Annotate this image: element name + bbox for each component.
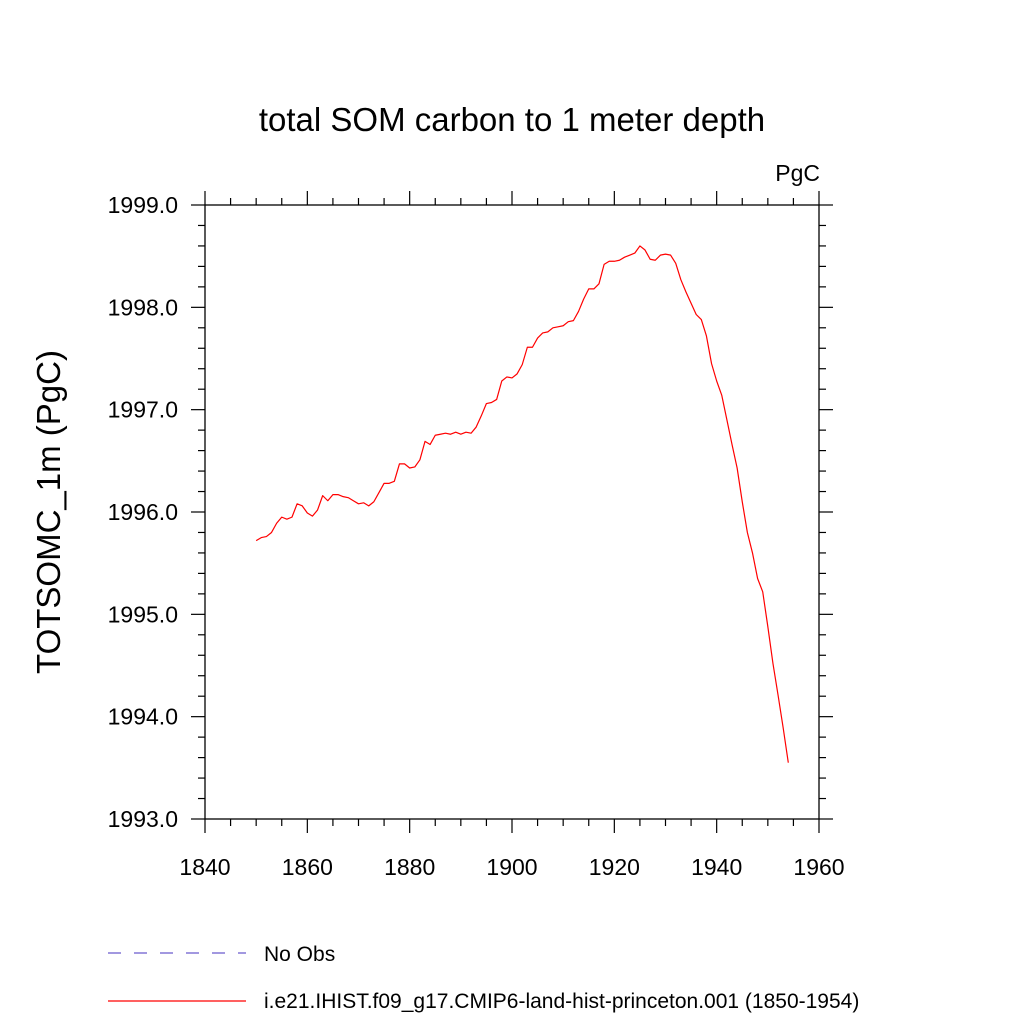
tick-labels: 1840 1860 1880 1900 1920 1940 1960 1993.0 1994.0… [108,192,845,880]
series-lines [255,245,789,763]
x-tick-label: 1860 [282,854,333,880]
units-label: PgC [775,160,820,186]
y-tick-label: 1996.0 [108,499,178,525]
y-tick-label: 1994.0 [108,704,178,730]
x-tick-label: 1900 [486,854,537,880]
legend: No Obs i.e21.IHIST.f09_g17.CMIP6-land-hi… [108,943,859,1013]
y-axis-label: TOTSOMC_1m (PgC) [30,350,67,674]
plot-frame [204,204,820,820]
series-line-1 [255,245,789,763]
x-tick-label: 1920 [589,854,640,880]
legend-label-no-obs: No Obs [264,943,335,966]
legend-label-princeton: i.e21.IHIST.f09_g17.CMIP6-land-hist-prin… [264,990,859,1013]
y-tick-label: 1998.0 [108,294,178,320]
y-tick-label: 1997.0 [108,397,178,423]
x-tick-label: 1960 [793,854,844,880]
axis-ticks [191,191,833,833]
chart-title: total SOM carbon to 1 meter depth [259,101,765,138]
y-tick-label: 1993.0 [108,806,178,832]
x-tick-label: 1840 [179,854,230,880]
y-tick-label: 1995.0 [108,601,178,627]
y-tick-label: 1999.0 [108,192,178,218]
x-tick-label: 1940 [691,854,742,880]
x-tick-label: 1880 [384,854,435,880]
